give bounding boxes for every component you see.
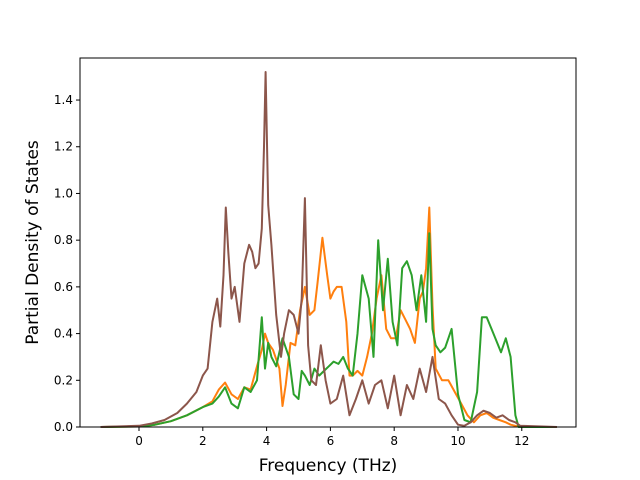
y-tick-label: 0.6 <box>54 280 73 294</box>
x-tick-label: 8 <box>390 434 398 448</box>
y-axis-ticks: 0.0 0.2 0.4 0.6 0.8 1.0 1.2 1.4 <box>54 93 80 434</box>
x-axis-ticks: 0 2 4 6 8 10 12 <box>135 427 529 448</box>
y-tick-label: 1.0 <box>54 186 73 200</box>
y-tick-label: 0.2 <box>54 373 73 387</box>
axes-frame <box>79 57 577 428</box>
y-tick-label: 1.4 <box>54 93 73 107</box>
y-axis-label: Partial Density of States <box>23 140 43 345</box>
x-tick-label: 10 <box>450 434 465 448</box>
y-tick-label: 1.2 <box>54 140 73 154</box>
series-line-3 <box>100 71 557 428</box>
y-tick-label: 0.0 <box>54 420 73 434</box>
x-tick-label: 6 <box>327 434 335 448</box>
x-tick-label: 4 <box>263 434 271 448</box>
plot-lines <box>100 71 557 428</box>
y-tick-label: 0.8 <box>54 233 73 247</box>
series-line-1 <box>100 206 557 428</box>
x-tick-label: 0 <box>135 434 143 448</box>
series-line-2 <box>100 232 557 428</box>
y-tick-label: 0.4 <box>54 327 73 341</box>
x-tick-label: 2 <box>199 434 207 448</box>
x-tick-label: 12 <box>514 434 529 448</box>
x-axis-label: Frequency (THz) <box>259 456 398 476</box>
